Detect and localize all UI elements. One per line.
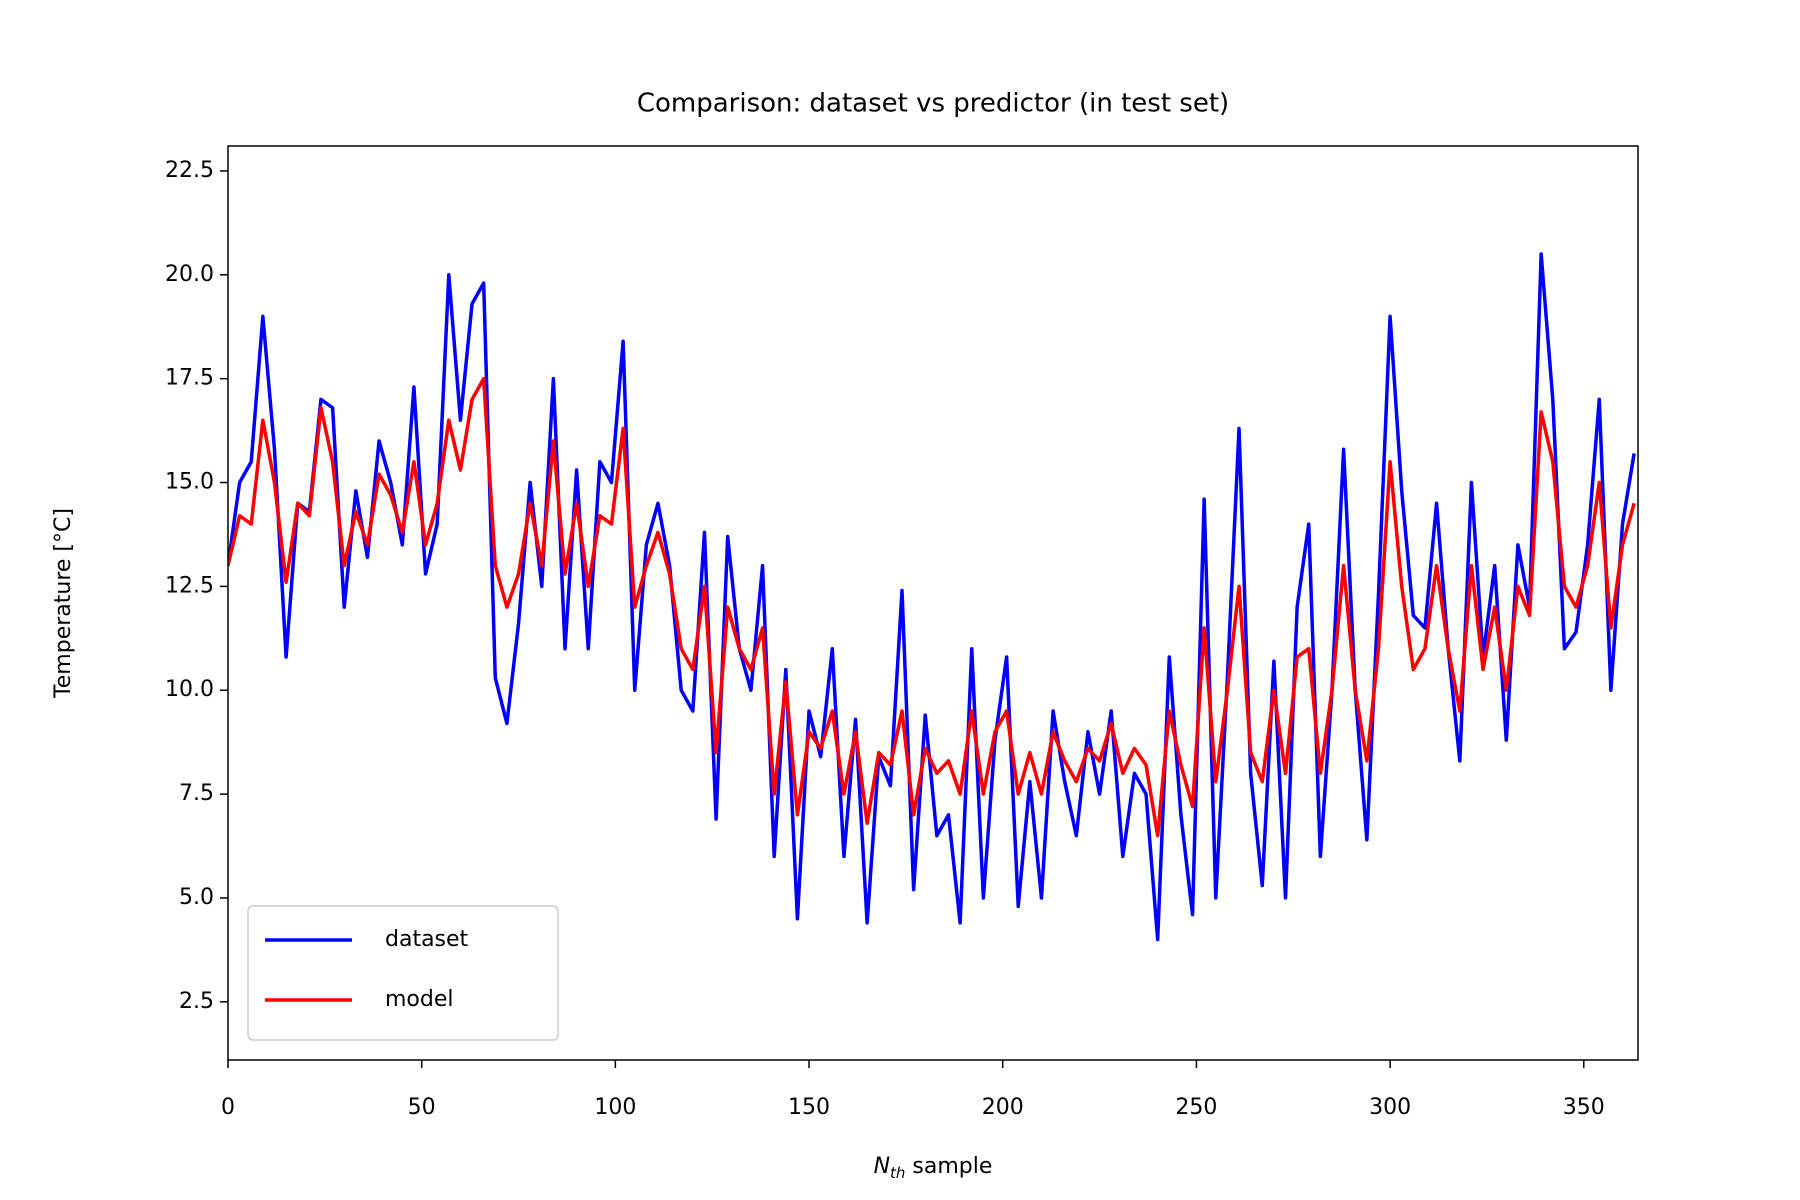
plot-frame — [227, 145, 1639, 1061]
y-tick-label: 2.5 — [179, 989, 214, 1014]
chart-title: Comparison: dataset vs predictor (in tes… — [637, 89, 1229, 119]
y-tick-label: 12.5 — [165, 573, 214, 598]
data-line — [228, 376, 1636, 838]
y-tick-label: 17.5 — [165, 366, 214, 391]
y-tick-label: 5.0 — [179, 885, 214, 910]
x-label-rest: sample — [912, 1154, 992, 1179]
legend-label: dataset — [385, 927, 469, 952]
x-axis-label: Nth sample — [874, 1154, 993, 1182]
x-tick-label: 200 — [982, 1095, 1024, 1120]
y-tick-label: 7.5 — [179, 781, 214, 806]
y-tick-label: 20.0 — [165, 262, 214, 287]
x-label-sub: th — [890, 1164, 905, 1182]
legend-label: model — [385, 987, 454, 1012]
y-tick-label: 22.5 — [165, 158, 214, 183]
x-label-main: N — [874, 1154, 890, 1179]
y-tick-label: 15.0 — [165, 470, 214, 495]
x-tick-label: 300 — [1369, 1095, 1411, 1120]
x-tick-label: 0 — [221, 1095, 235, 1120]
x-tick-label: 50 — [408, 1095, 436, 1120]
x-tick-label: 350 — [1563, 1095, 1605, 1120]
y-tick-label: 10.0 — [165, 677, 214, 702]
y-axis-label: Temperature [°C] — [51, 508, 76, 699]
data-line — [228, 252, 1636, 942]
x-tick-label: 250 — [1175, 1095, 1217, 1120]
x-tick-label: 100 — [594, 1095, 636, 1120]
x-tick-label: 150 — [788, 1095, 830, 1120]
